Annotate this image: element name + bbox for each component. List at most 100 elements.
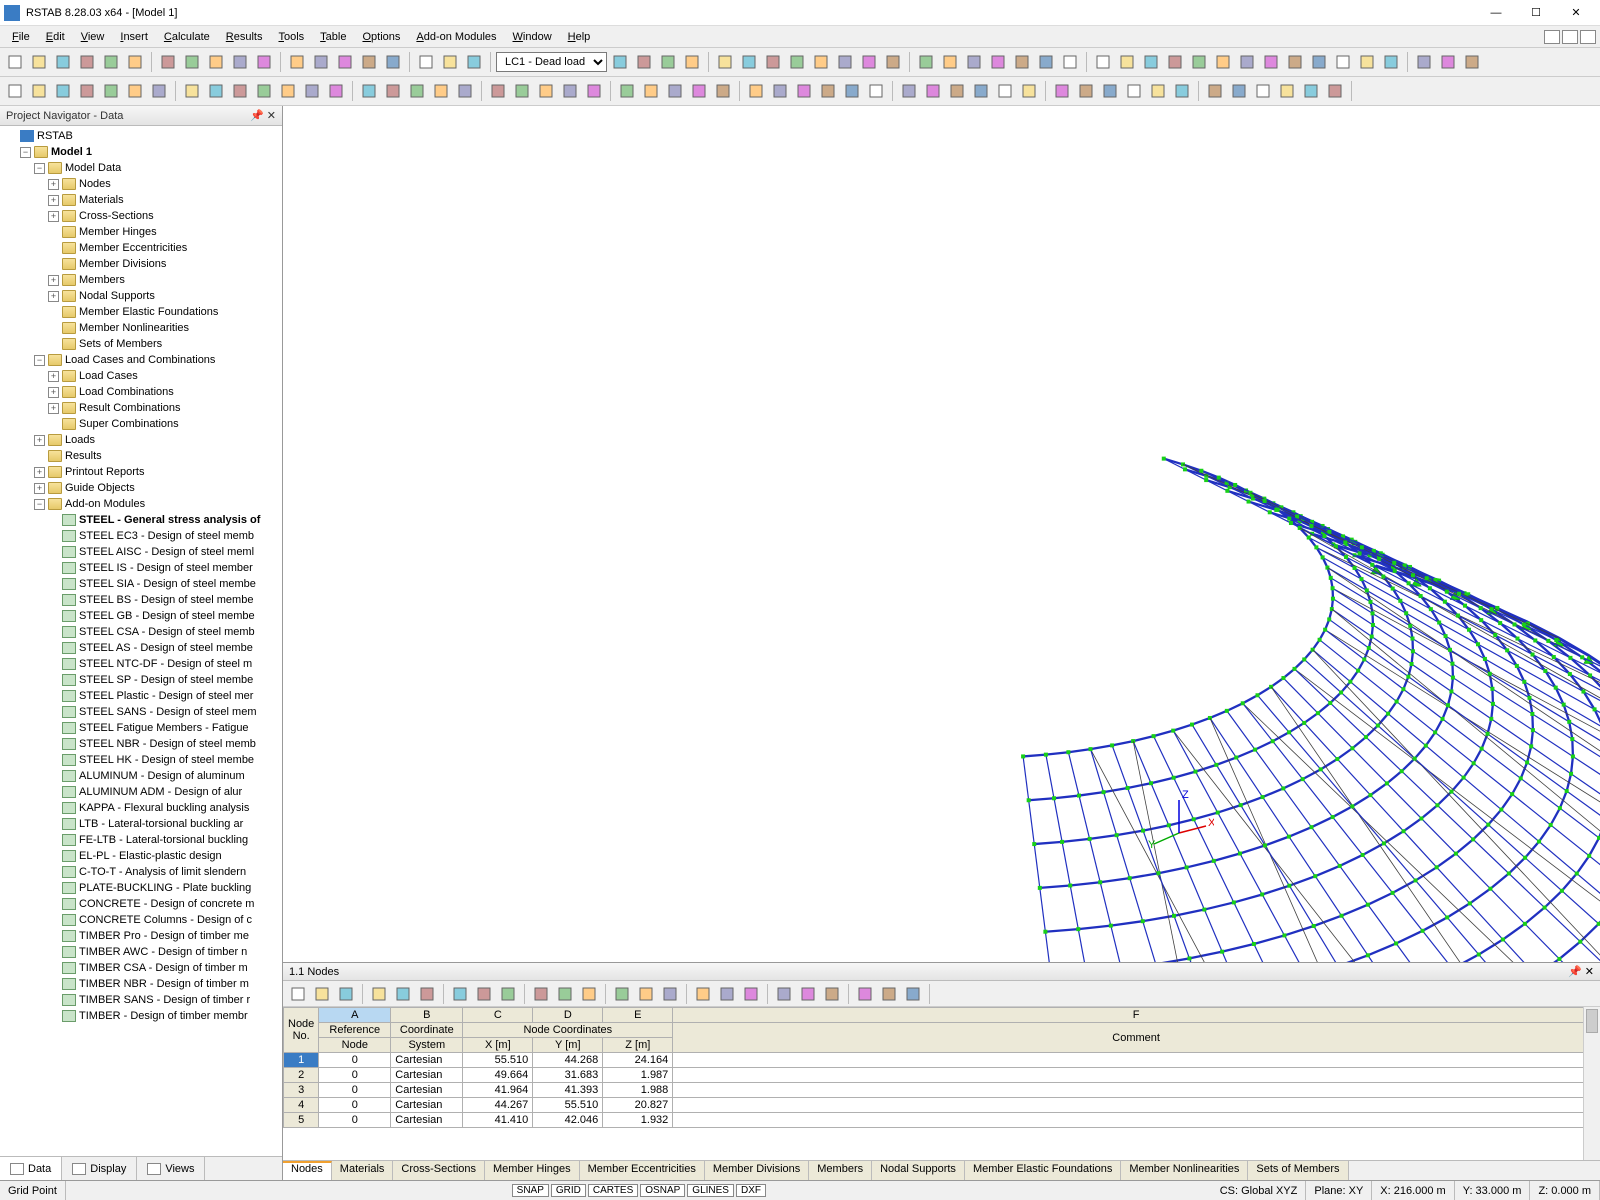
- toolbar-button[interactable]: [865, 80, 887, 102]
- toolbar-button[interactable]: [1252, 80, 1274, 102]
- table-row[interactable]: 40Cartesian44.26755.51020.827: [284, 1098, 1600, 1113]
- nav-tab-display[interactable]: Display: [62, 1157, 137, 1180]
- table-tab[interactable]: Member Elastic Foundations: [965, 1161, 1121, 1180]
- tree-item[interactable]: Members: [79, 274, 125, 286]
- toolbar-button[interactable]: [898, 80, 920, 102]
- pin-icon[interactable]: 📌 ✕: [250, 109, 276, 122]
- mdi-close-button[interactable]: [1580, 30, 1596, 44]
- toolbar-button[interactable]: [205, 51, 227, 73]
- toolbar-button[interactable]: [633, 51, 655, 73]
- toolbar-button[interactable]: [1204, 80, 1226, 102]
- toolbar-button[interactable]: [773, 983, 795, 1005]
- osnap-toggle[interactable]: OSNAP: [640, 1184, 685, 1197]
- toolbar-button[interactable]: [922, 80, 944, 102]
- table-row[interactable]: 30Cartesian41.96441.3931.988: [284, 1083, 1600, 1098]
- toolbar-button[interactable]: [1059, 51, 1081, 73]
- tree-addon[interactable]: STEEL BS - Design of steel membe: [79, 594, 253, 606]
- toolbar-button[interactable]: [915, 51, 937, 73]
- toolbar-button[interactable]: [1356, 51, 1378, 73]
- toolbar-button[interactable]: [4, 80, 26, 102]
- table-tab[interactable]: Member Eccentricities: [580, 1161, 705, 1180]
- tree-addon[interactable]: STEEL SP - Design of steel membe: [79, 674, 253, 686]
- panel-buttons-icon[interactable]: 📌 ✕: [1568, 965, 1594, 978]
- expand-icon[interactable]: +: [48, 371, 59, 382]
- expand-icon[interactable]: +: [48, 387, 59, 398]
- table-row[interactable]: 50Cartesian41.41042.0461.932: [284, 1113, 1600, 1128]
- toolbar-button[interactable]: [463, 51, 485, 73]
- toolbar-button[interactable]: [368, 983, 390, 1005]
- expand-icon[interactable]: −: [20, 147, 31, 158]
- data-grid[interactable]: NodeNo.ABCDEFReferenceCoordinateNode Coo…: [283, 1007, 1600, 1160]
- toolbar-button[interactable]: [1147, 80, 1169, 102]
- tree-addon[interactable]: TIMBER Pro - Design of timber me: [79, 930, 249, 942]
- toolbar-button[interactable]: [994, 80, 1016, 102]
- expand-icon[interactable]: +: [48, 403, 59, 414]
- menu-add-on-modules[interactable]: Add-on Modules: [408, 28, 504, 46]
- toolbar-button[interactable]: [1260, 51, 1282, 73]
- tree-addon[interactable]: C-TO-T - Analysis of limit slendern: [79, 866, 246, 878]
- toolbar-button[interactable]: [821, 983, 843, 1005]
- nav-tab-data[interactable]: Data: [0, 1156, 62, 1180]
- toolbar-button[interactable]: [382, 51, 404, 73]
- toolbar-button[interactable]: [834, 51, 856, 73]
- toolbar-button[interactable]: [392, 983, 414, 1005]
- tree-addon[interactable]: ALUMINUM - Design of aluminum: [79, 770, 245, 782]
- tree-addon[interactable]: STEEL NBR - Design of steel memb: [79, 738, 256, 750]
- expand-icon[interactable]: −: [34, 355, 45, 366]
- tree-addon[interactable]: FE-LTB - Lateral-torsional buckling: [79, 834, 248, 846]
- toolbar-button[interactable]: [1212, 51, 1234, 73]
- tree-addon[interactable]: TIMBER AWC - Design of timber n: [79, 946, 247, 958]
- menu-file[interactable]: File: [4, 28, 38, 46]
- table-tab[interactable]: Member Hinges: [485, 1161, 580, 1180]
- toolbar-button[interactable]: [406, 80, 428, 102]
- expand-icon[interactable]: +: [48, 275, 59, 286]
- toolbar-button[interactable]: [52, 80, 74, 102]
- menu-view[interactable]: View: [73, 28, 113, 46]
- toolbar-button[interactable]: [28, 51, 50, 73]
- toolbar-button[interactable]: [1123, 80, 1145, 102]
- toolbar-button[interactable]: [611, 983, 633, 1005]
- toolbar-button[interactable]: [1011, 51, 1033, 73]
- toolbar-button[interactable]: [1461, 51, 1483, 73]
- tree-addons[interactable]: Add-on Modules: [65, 498, 145, 510]
- toolbar-button[interactable]: [745, 80, 767, 102]
- tree-item[interactable]: Materials: [79, 194, 124, 206]
- toolbar-button[interactable]: [987, 51, 1009, 73]
- vertical-scrollbar[interactable]: [1583, 1007, 1600, 1160]
- glines-toggle[interactable]: GLINES: [687, 1184, 734, 1197]
- tree-addon[interactable]: STEEL CSA - Design of steel memb: [79, 626, 255, 638]
- toolbar-button[interactable]: [229, 51, 251, 73]
- toolbar-button[interactable]: [487, 80, 509, 102]
- toolbar-button[interactable]: [810, 51, 832, 73]
- toolbar-button[interactable]: [1413, 51, 1435, 73]
- toolbar-button[interactable]: [854, 983, 876, 1005]
- tree-addon[interactable]: STEEL SIA - Design of steel membe: [79, 578, 256, 590]
- navigator-tree[interactable]: RSTAB −Model 1 −Model Data +Nodes+Materi…: [0, 126, 282, 1156]
- toolbar-button[interactable]: [609, 51, 631, 73]
- table-tab[interactable]: Member Nonlinearities: [1121, 1161, 1248, 1180]
- menu-edit[interactable]: Edit: [38, 28, 73, 46]
- toolbar-button[interactable]: [535, 80, 557, 102]
- table-row[interactable]: 10Cartesian55.51044.26824.164: [284, 1053, 1600, 1068]
- expand-icon[interactable]: +: [48, 179, 59, 190]
- tree-item[interactable]: Cross-Sections: [79, 210, 154, 222]
- toolbar-button[interactable]: [148, 80, 170, 102]
- menu-insert[interactable]: Insert: [112, 28, 156, 46]
- tree-addon[interactable]: STEEL Fatigue Members - Fatigue: [79, 722, 249, 734]
- table-tab[interactable]: Members: [809, 1161, 872, 1180]
- toolbar-button[interactable]: [287, 983, 309, 1005]
- toolbar-button[interactable]: [358, 80, 380, 102]
- toolbar-button[interactable]: [664, 80, 686, 102]
- tree-addon[interactable]: STEEL Plastic - Design of steel mer: [79, 690, 253, 702]
- toolbar-button[interactable]: [559, 80, 581, 102]
- toolbar-button[interactable]: [688, 80, 710, 102]
- table-tab[interactable]: Cross-Sections: [393, 1161, 485, 1180]
- toolbar-button[interactable]: [797, 983, 819, 1005]
- toolbar-button[interactable]: [382, 80, 404, 102]
- toolbar-button[interactable]: [335, 983, 357, 1005]
- expand-icon[interactable]: +: [34, 435, 45, 446]
- snap-toggle[interactable]: SNAP: [512, 1184, 549, 1197]
- toolbar-button[interactable]: [841, 80, 863, 102]
- tree-model[interactable]: Model 1: [51, 146, 92, 158]
- table-tab[interactable]: Materials: [332, 1161, 394, 1180]
